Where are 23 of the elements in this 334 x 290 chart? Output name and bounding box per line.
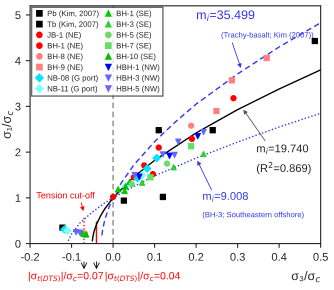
x-tick-label: -0.1 — [62, 252, 81, 261]
x-tick-label: 0.1 — [147, 252, 162, 261]
y-tick-label: 3 — [15, 102, 21, 111]
y-tick-label: 5 — [15, 11, 21, 20]
x-tick-label: -0.2 — [20, 252, 40, 261]
y-tick-label: 2 — [15, 148, 20, 156]
x-tick-label: 0.4 — [272, 252, 287, 261]
x-tick-label: 0.3 — [230, 252, 245, 261]
annotation: Tension cut-off — [36, 192, 95, 198]
x-axis-title: σ₃/σ$_{c}$ — [292, 271, 320, 282]
x-tick-label: 0.5 — [313, 252, 328, 261]
y-tick-label: 0 — [15, 240, 21, 248]
annotation: m$_{i}$=9.008 — [203, 192, 248, 202]
y-tick-label: 4 — [15, 57, 21, 65]
text: |σ$_{t(DTS)}$|/σ$_{c}$=0.07 — [28, 272, 104, 282]
annotation: (R$^{2}$=0.869) — [256, 162, 311, 174]
x-tick-label: 0.2 — [188, 252, 204, 261]
annotation: m$_{i}$=35.499 — [196, 10, 254, 22]
y-axis-title: σ₁/σ$_{c}$ — [2, 111, 13, 138]
text: |σ$_{t(DTS)}$|/σ$_{c}$=0.04 — [106, 272, 180, 282]
annotation: m$_{i}$=19.740 — [257, 144, 308, 154]
y-tick-label: 1 — [16, 194, 20, 202]
x-tick-label: 0.0 — [106, 252, 120, 261]
